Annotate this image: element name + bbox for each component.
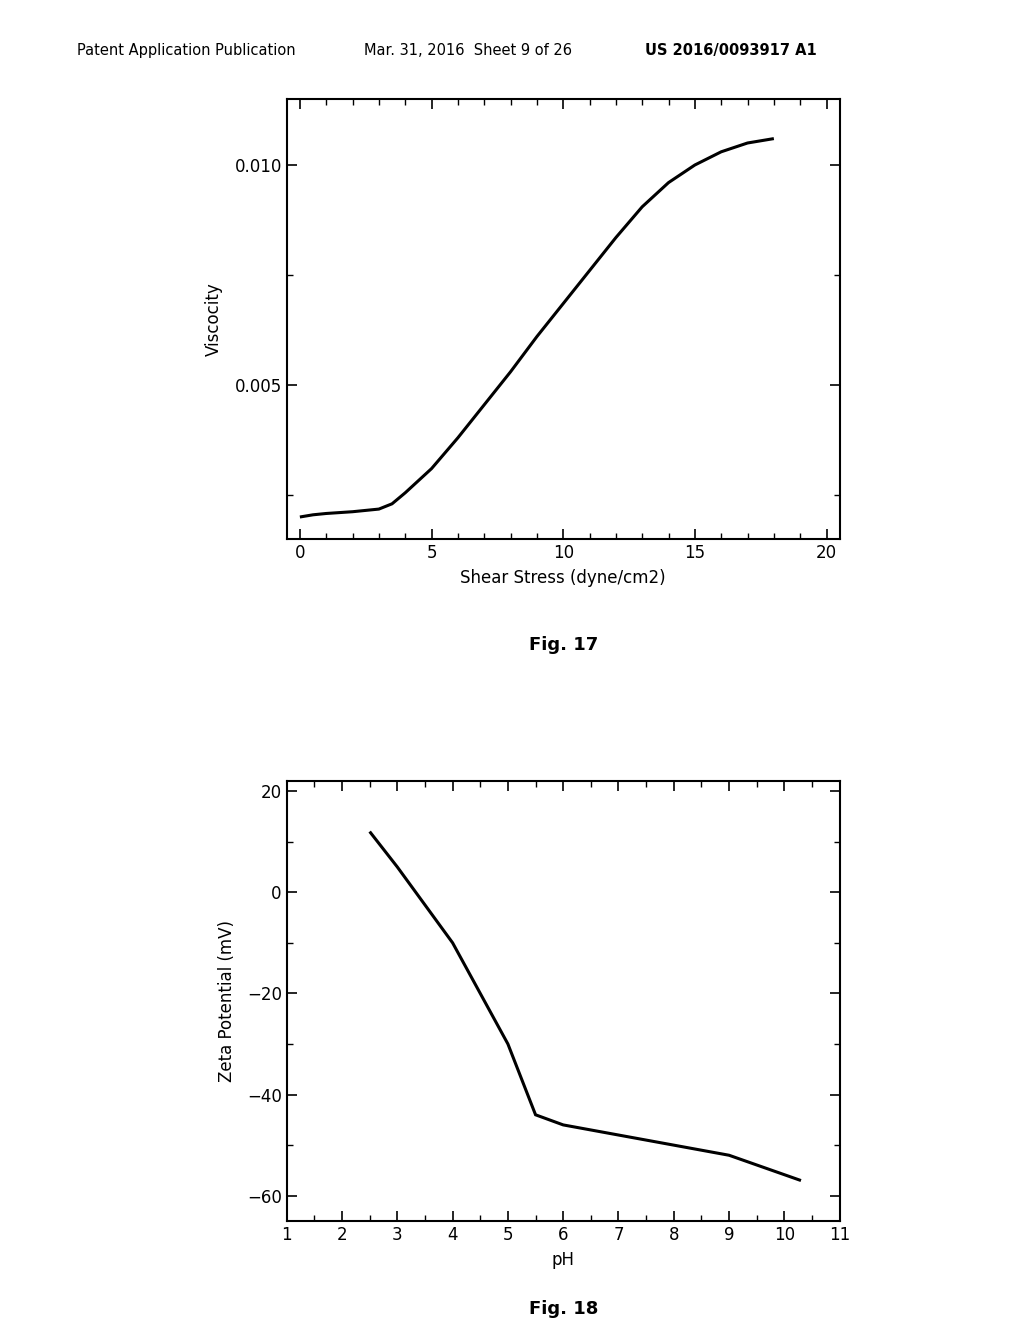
Text: Patent Application Publication: Patent Application Publication [77, 42, 296, 58]
Y-axis label: Zeta Potential (mV): Zeta Potential (mV) [218, 920, 236, 1082]
X-axis label: Shear Stress (dyne/cm2): Shear Stress (dyne/cm2) [461, 569, 666, 587]
Text: Fig. 18: Fig. 18 [528, 1300, 598, 1319]
X-axis label: pH: pH [552, 1251, 574, 1269]
Y-axis label: Viscocity: Viscocity [206, 282, 223, 356]
Text: Fig. 17: Fig. 17 [528, 636, 598, 653]
Text: US 2016/0093917 A1: US 2016/0093917 A1 [645, 42, 817, 58]
Text: Mar. 31, 2016  Sheet 9 of 26: Mar. 31, 2016 Sheet 9 of 26 [364, 42, 571, 58]
